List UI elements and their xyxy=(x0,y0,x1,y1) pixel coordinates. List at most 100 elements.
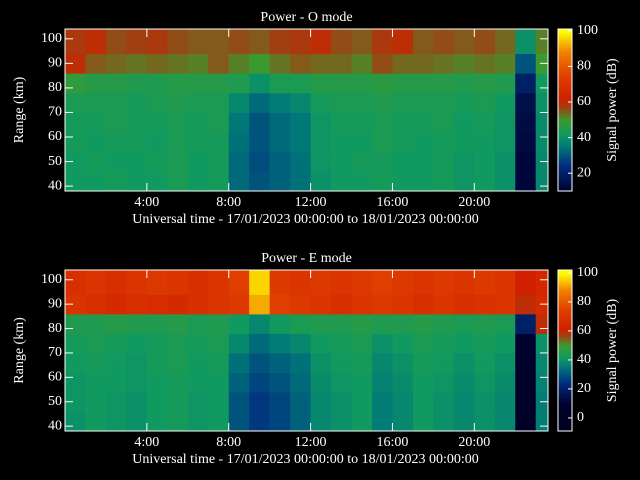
x-tick-label: 8:00 xyxy=(216,195,241,210)
heatmap-cell xyxy=(228,294,250,315)
colorbar-step xyxy=(558,270,572,273)
heatmap-cell xyxy=(208,411,230,432)
heatmap-cell xyxy=(269,92,291,113)
heatmap-cell xyxy=(146,411,168,432)
colorbar-step xyxy=(558,71,572,75)
heatmap-cell xyxy=(249,29,271,55)
heatmap-cell xyxy=(494,411,516,432)
heatmap-cell xyxy=(351,294,373,315)
heatmap-cell xyxy=(474,73,496,94)
heatmap-cell xyxy=(392,270,414,295)
heatmap-cell xyxy=(310,29,332,55)
colorbar-step xyxy=(558,158,572,162)
heatmap-cell xyxy=(249,270,271,295)
heatmap-cell xyxy=(371,372,393,393)
heatmap-cell xyxy=(187,411,209,432)
plot-frame xyxy=(64,28,549,192)
heatmap-cell xyxy=(187,391,209,412)
heatmap-cell xyxy=(105,372,127,393)
y-tick-label: 40 xyxy=(48,178,62,193)
heatmap-cell xyxy=(269,29,291,55)
colorbar-step xyxy=(558,400,572,404)
heatmap-cell xyxy=(228,29,250,55)
colorbar-tick-label: 40 xyxy=(577,352,591,367)
colorbar-step xyxy=(558,140,572,143)
heatmap-cell xyxy=(187,352,209,373)
heatmap-cell xyxy=(453,333,475,354)
heatmap-cell xyxy=(474,270,496,295)
heatmap-cell xyxy=(290,151,312,172)
colorbar-step xyxy=(558,39,572,42)
heatmap-cell xyxy=(228,132,250,153)
heatmap-cell xyxy=(331,171,353,192)
heatmap-cell xyxy=(105,270,127,295)
heatmap-cell xyxy=(433,112,455,133)
colorbar-step xyxy=(558,160,572,164)
heatmap-cell xyxy=(515,132,537,153)
colorbar-step xyxy=(558,37,572,40)
heatmap-cell xyxy=(535,372,549,393)
colorbar-step xyxy=(558,312,572,315)
heatmap-cell xyxy=(535,411,549,432)
colorbar-step xyxy=(558,360,572,364)
heatmap-cell xyxy=(310,270,332,295)
colorbar-step xyxy=(558,154,572,158)
colorbar-step xyxy=(558,178,572,182)
heatmap-cell xyxy=(146,270,168,295)
heatmap-cell xyxy=(290,171,312,192)
heatmap-cell xyxy=(371,171,393,192)
colorbar-step xyxy=(558,370,572,374)
heatmap-cell xyxy=(290,411,312,432)
heatmap-cell xyxy=(412,352,434,373)
heatmap-cell xyxy=(228,53,250,74)
colorbar-frame xyxy=(557,28,573,192)
heatmap-cell xyxy=(85,151,107,172)
colorbar-step xyxy=(558,43,572,46)
heatmap-cell xyxy=(146,372,168,393)
heatmap-cell xyxy=(126,53,148,74)
colorbar-step xyxy=(558,414,572,418)
colorbar-step xyxy=(558,59,572,62)
heatmap-cell xyxy=(453,73,475,94)
heatmap-cell xyxy=(433,352,455,373)
heatmap-cell xyxy=(474,333,496,354)
colorbar-tick-label: 60 xyxy=(577,94,591,109)
heatmap-cell xyxy=(85,171,107,192)
heatmap-cell xyxy=(65,313,86,334)
heatmap-cell xyxy=(351,372,373,393)
heatmap-cell xyxy=(126,92,148,113)
heatmap-cell xyxy=(515,29,537,55)
colorbar-step xyxy=(558,396,572,400)
colorbar-step xyxy=(558,146,572,149)
heatmap-cell xyxy=(494,73,516,94)
heatmap-cell xyxy=(228,112,250,133)
heatmap-cell xyxy=(167,73,189,94)
colorbar-step xyxy=(558,61,572,64)
heatmap-cell xyxy=(167,270,189,295)
heatmap-cell xyxy=(351,112,373,133)
heatmap-cell xyxy=(494,132,516,153)
heatmap-cell xyxy=(126,313,148,334)
heatmap-cell xyxy=(535,171,549,192)
colorbar-step xyxy=(558,142,572,145)
colorbar-step xyxy=(558,99,572,103)
heatmap-cell xyxy=(535,92,549,113)
heatmap-cell xyxy=(146,294,168,315)
x-tick-label: 12:00 xyxy=(295,435,327,450)
colorbar-step xyxy=(558,342,572,345)
heatmap-cell xyxy=(269,53,291,74)
heatmap-cell xyxy=(392,294,414,315)
colorbar-step xyxy=(558,152,572,156)
colorbar-step xyxy=(558,166,572,170)
colorbar-step xyxy=(558,83,572,87)
colorbar-step xyxy=(558,420,572,424)
heatmap-cell xyxy=(392,333,414,354)
heatmap-cell xyxy=(208,313,230,334)
heatmap-cell xyxy=(249,112,271,133)
heatmap-cell xyxy=(167,132,189,153)
heatmap-cell xyxy=(249,352,271,373)
heatmap-cell xyxy=(331,151,353,172)
colorbar-step xyxy=(558,374,572,378)
colorbar-label: Signal power (dB) xyxy=(605,298,620,402)
colorbar-step xyxy=(558,114,572,117)
